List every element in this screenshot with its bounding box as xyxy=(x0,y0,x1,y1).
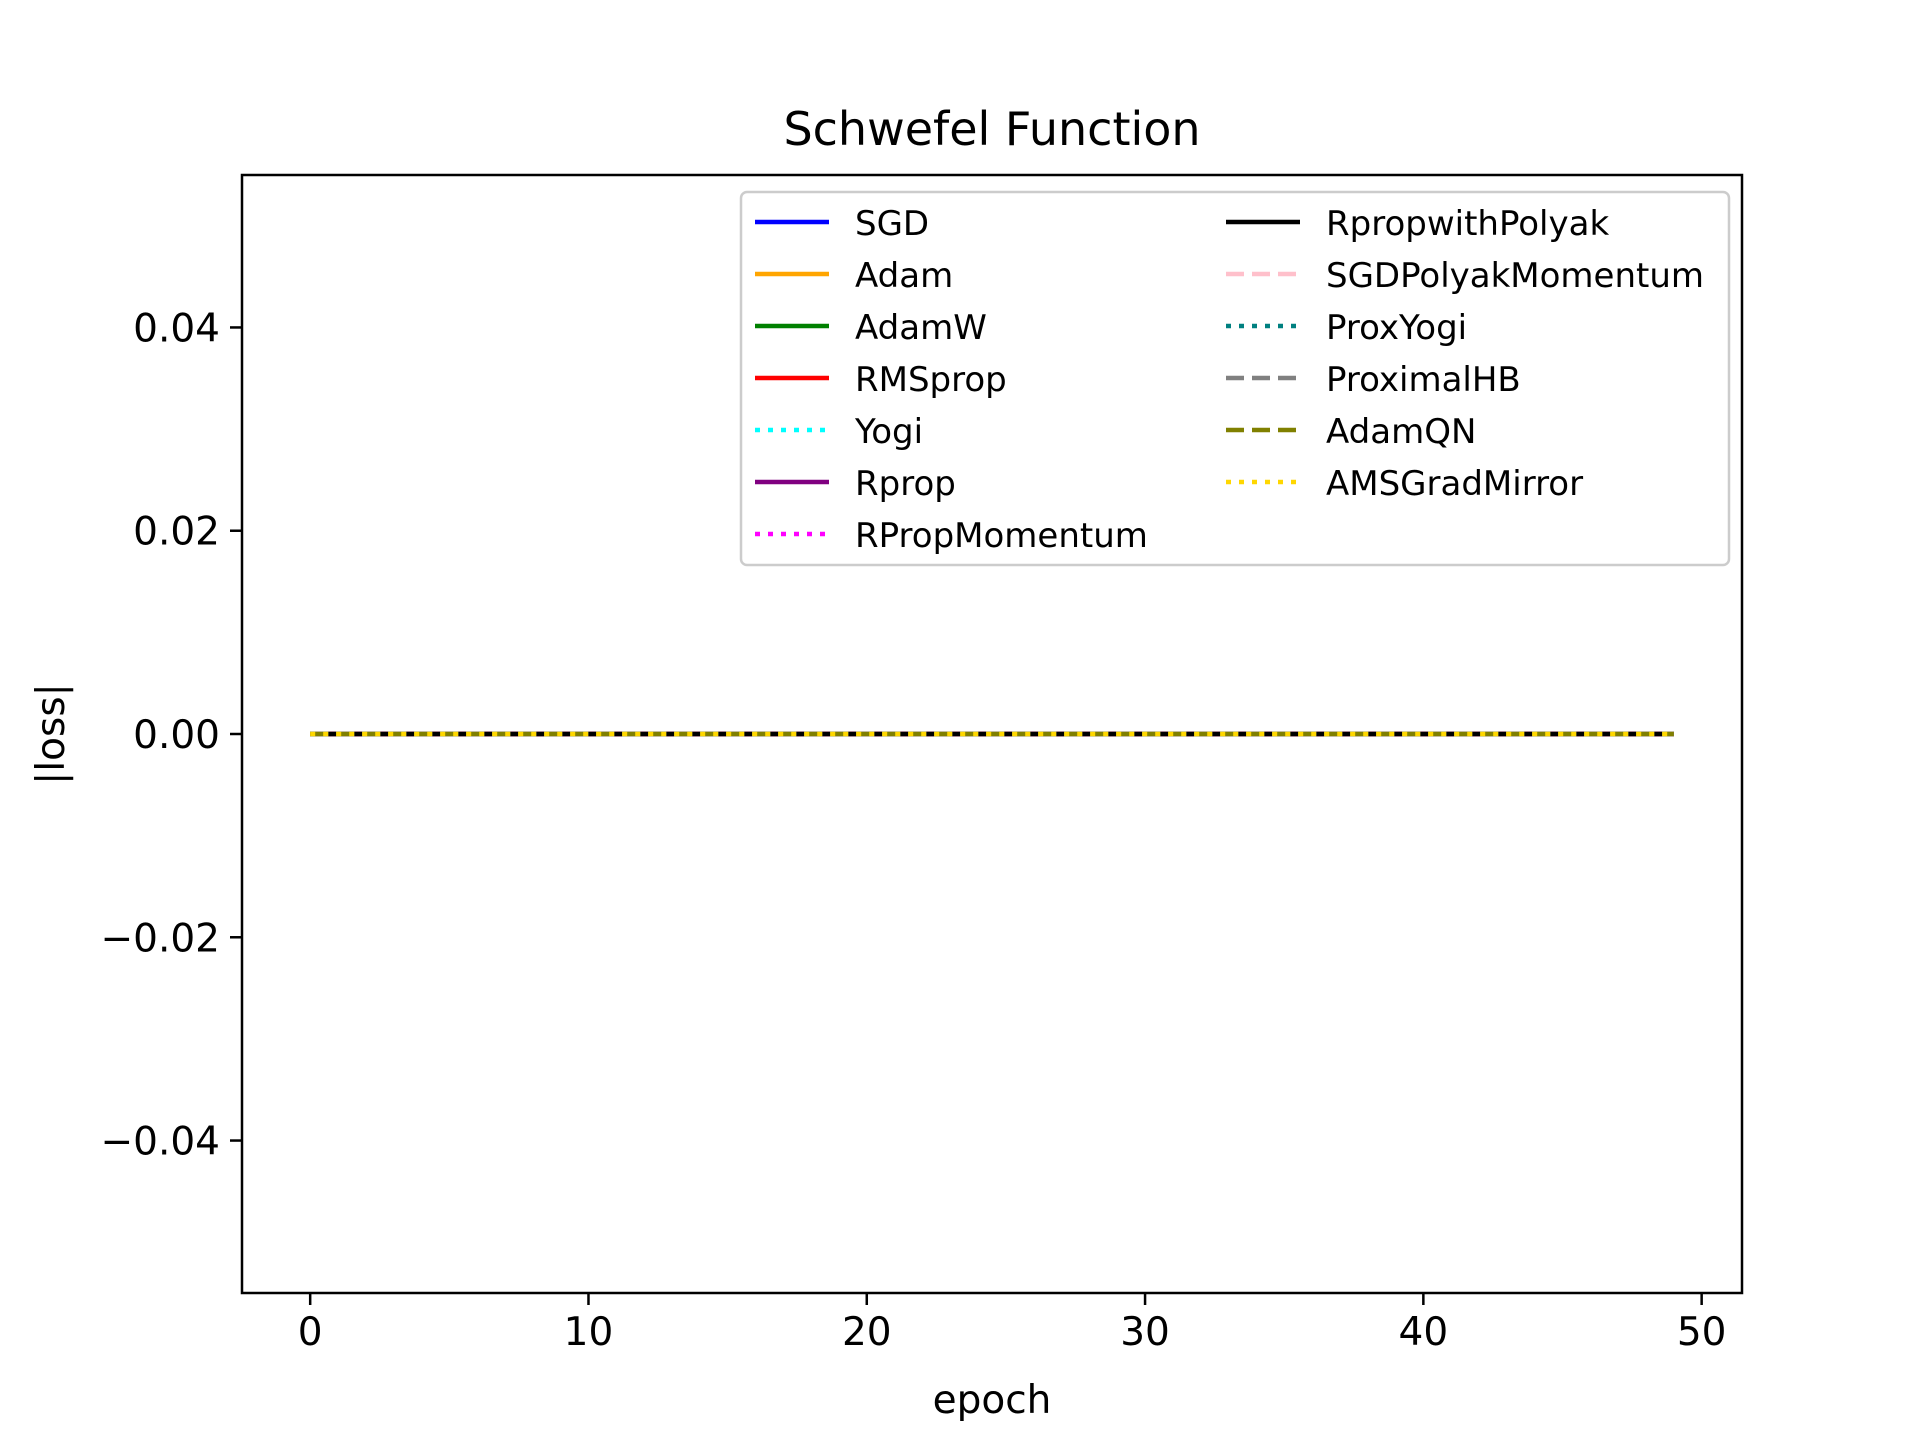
legend-label-4: Yogi xyxy=(854,412,923,452)
y-tick-label-3: 0.02 xyxy=(133,510,220,555)
x-tick-label-2: 20 xyxy=(842,1310,892,1355)
legend-label-5: Rprop xyxy=(855,464,956,504)
x-tick-label-1: 10 xyxy=(564,1310,614,1355)
chart-title: Schwefel Function xyxy=(783,102,1200,156)
legend-label-9: ProxYogi xyxy=(1326,308,1467,348)
legend-label-6: RPropMomentum xyxy=(855,516,1148,556)
legend-label-2: AdamW xyxy=(855,308,987,348)
x-tick-label-3: 30 xyxy=(1120,1310,1170,1355)
legend-label-11: AdamQN xyxy=(1326,412,1476,452)
legend-label-1: Adam xyxy=(855,256,953,296)
y-tick-label-4: 0.04 xyxy=(133,306,220,351)
y-tick-label-1: −0.02 xyxy=(100,916,220,961)
legend-label-0: SGD xyxy=(855,204,929,244)
legend-label-8: SGDPolyakMomentum xyxy=(1326,256,1704,296)
legend: SGD Adam AdamW RMSprop Yogi Rprop RPropMomentu… xyxy=(739,190,1731,567)
y-ticks: −0.04 −0.02 0.00 0.02 0.04 xyxy=(100,306,242,1165)
x-axis-label: epoch xyxy=(933,1378,1052,1423)
x-tick-label-0: 0 xyxy=(298,1310,323,1355)
y-axis-label: |loss| xyxy=(29,683,74,785)
legend-label-12: AMSGradMirror xyxy=(1326,464,1583,504)
legend-label-3: RMSprop xyxy=(855,360,1007,400)
x-tick-label-5: 50 xyxy=(1677,1310,1727,1355)
y-tick-label-2: 0.00 xyxy=(133,713,220,758)
legend-label-7: RpropwithPolyak xyxy=(1326,204,1609,244)
legend-label-10: ProximalHB xyxy=(1326,360,1521,400)
y-tick-label-0: −0.04 xyxy=(100,1120,220,1165)
x-ticks: 0 10 20 30 40 50 xyxy=(298,1293,1727,1355)
x-tick-label-4: 40 xyxy=(1399,1310,1449,1355)
